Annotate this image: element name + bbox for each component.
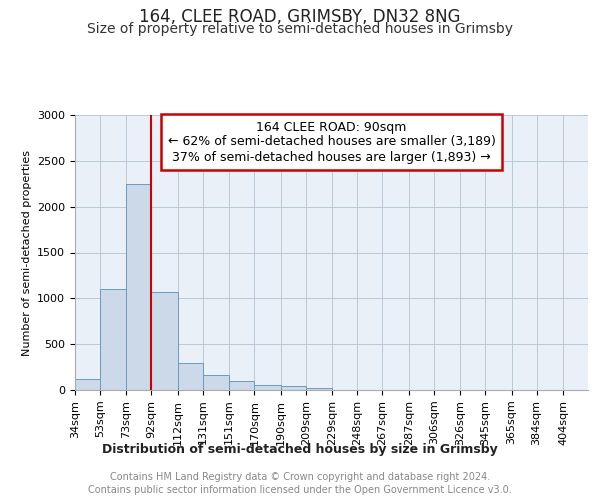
Bar xyxy=(306,388,332,390)
Y-axis label: Number of semi-detached properties: Number of semi-detached properties xyxy=(22,150,32,356)
Bar xyxy=(151,292,178,390)
Text: Contains public sector information licensed under the Open Government Licence v3: Contains public sector information licen… xyxy=(88,485,512,495)
Text: 164 CLEE ROAD: 90sqm
← 62% of semi-detached houses are smaller (3,189)
37% of se: 164 CLEE ROAD: 90sqm ← 62% of semi-detac… xyxy=(167,120,496,164)
Bar xyxy=(178,364,203,390)
Bar xyxy=(100,289,127,390)
Text: 164, CLEE ROAD, GRIMSBY, DN32 8NG: 164, CLEE ROAD, GRIMSBY, DN32 8NG xyxy=(139,8,461,26)
Bar xyxy=(127,184,151,390)
Bar xyxy=(203,376,229,390)
Text: Distribution of semi-detached houses by size in Grimsby: Distribution of semi-detached houses by … xyxy=(102,442,498,456)
Bar xyxy=(229,382,254,390)
Bar xyxy=(75,379,100,390)
Bar xyxy=(281,386,306,390)
Text: Size of property relative to semi-detached houses in Grimsby: Size of property relative to semi-detach… xyxy=(87,22,513,36)
Text: Contains HM Land Registry data © Crown copyright and database right 2024.: Contains HM Land Registry data © Crown c… xyxy=(110,472,490,482)
Bar xyxy=(254,386,281,390)
